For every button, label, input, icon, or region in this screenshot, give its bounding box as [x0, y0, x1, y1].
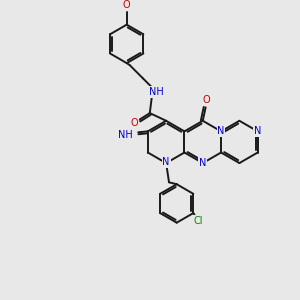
- Text: N: N: [163, 157, 170, 167]
- Text: O: O: [130, 118, 138, 128]
- Text: NH: NH: [118, 130, 133, 140]
- Text: N: N: [199, 158, 206, 168]
- Text: N: N: [218, 126, 225, 136]
- Text: N: N: [254, 126, 261, 136]
- Text: O: O: [203, 94, 210, 105]
- Text: Cl: Cl: [194, 216, 203, 226]
- Text: NH: NH: [149, 87, 164, 97]
- Text: O: O: [123, 0, 130, 11]
